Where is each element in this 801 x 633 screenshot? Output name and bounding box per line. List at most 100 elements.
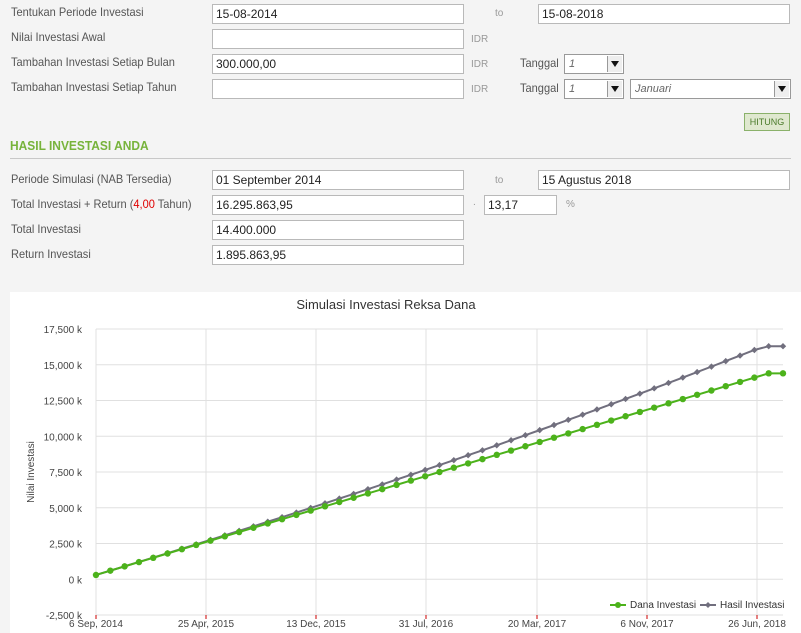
total-return-field: 16.295.863,95 — [212, 195, 464, 215]
data-point-dana — [765, 370, 772, 377]
data-point-hasil — [665, 379, 672, 387]
x-tick-label: 6 Nov, 2017 — [620, 619, 674, 630]
data-point-dana — [235, 528, 243, 536]
tahun-tanggal-select[interactable]: 1 — [564, 79, 624, 99]
data-point-dana — [293, 511, 300, 519]
x-tick-label: 13 Dec, 2015 — [286, 619, 346, 630]
data-point-hasil — [736, 352, 744, 359]
data-point-dana — [693, 391, 701, 398]
data-point-hasil — [679, 374, 687, 381]
hitung-button[interactable]: HITUNG — [744, 113, 790, 131]
simulasi-end-field: 15 Agustus 2018 — [538, 170, 790, 190]
data-point-dana — [464, 460, 472, 467]
data-point-hasil — [550, 421, 558, 429]
data-point-hasil — [350, 490, 357, 498]
data-point-hasil — [536, 426, 543, 434]
bulan-input[interactable]: 300.000,00 — [212, 54, 464, 74]
y-axis-title: Nilai Investasi — [26, 441, 37, 503]
data-point-dana — [622, 413, 629, 420]
data-point-dana — [593, 421, 601, 429]
tahun-label: Tambahan Investasi Setiap Tahun — [11, 80, 177, 94]
data-point-hasil — [479, 447, 486, 454]
bulan-tanggal-value: 1 — [569, 58, 576, 70]
pct-sign: % — [566, 199, 575, 210]
data-point-dana — [779, 370, 787, 377]
section-divider — [10, 158, 791, 159]
x-tick-label: 20 Mar, 2017 — [508, 619, 567, 630]
data-point-dana — [679, 395, 687, 403]
data-point-dana — [507, 447, 515, 454]
data-point-hasil — [636, 390, 644, 397]
data-point-hasil — [507, 437, 515, 444]
awal-input[interactable] — [212, 29, 464, 49]
data-point-dana — [636, 408, 644, 416]
data-point-hasil — [608, 401, 615, 408]
data-point-dana — [278, 515, 286, 523]
data-point-hasil — [708, 363, 715, 370]
total-return-label-b: Tahun) — [154, 197, 192, 211]
data-point-hasil — [421, 466, 429, 474]
total-return-label-a: Total Investasi + Return ( — [11, 197, 134, 211]
y-tick-label: 5,000 k — [49, 504, 83, 515]
periode-to-label: to — [495, 8, 504, 19]
y-tick-label: 17,500 k — [44, 325, 83, 336]
data-point-dana — [608, 417, 615, 424]
data-point-dana — [321, 503, 329, 510]
data-point-dana — [536, 438, 543, 446]
y-tick-label: -2,500 k — [46, 611, 83, 622]
data-point-dana — [565, 430, 572, 437]
data-point-dana — [493, 451, 500, 459]
data-point-dana — [121, 563, 128, 570]
data-point-hasil — [450, 456, 458, 464]
data-point-hasil — [779, 343, 787, 350]
periode-label: Tentukan Periode Investasi — [11, 5, 144, 19]
bulan-unit: IDR — [471, 59, 489, 70]
data-point-dana — [522, 443, 529, 450]
data-point-dana — [579, 425, 586, 433]
simulasi-to-label: to — [495, 175, 504, 186]
data-point-hasil — [436, 461, 443, 469]
data-point-dana — [650, 404, 658, 411]
x-tick-label: 25 Apr, 2015 — [178, 619, 235, 630]
data-point-dana — [207, 537, 214, 544]
data-point-dana — [150, 554, 157, 561]
return-field: 1.895.863,95 — [212, 245, 464, 265]
data-point-hasil — [493, 442, 500, 449]
total-label: Total Investasi — [11, 222, 81, 236]
tahun-bulan-select[interactable]: Januari — [630, 79, 791, 99]
bulan-tanggal-select[interactable]: 1 — [564, 54, 624, 74]
bulan-tanggal-label: Tanggal — [520, 56, 559, 70]
data-point-hasil — [593, 406, 601, 413]
data-point-dana — [479, 455, 486, 463]
tahun-input[interactable] — [212, 79, 464, 99]
data-point-hasil — [579, 411, 586, 418]
y-tick-label: 10,000 k — [44, 432, 83, 443]
data-point-dana — [350, 494, 357, 501]
hasil-title: HASIL INVESTASI ANDA — [10, 138, 149, 153]
data-point-dana — [107, 567, 114, 574]
data-point-hasil — [393, 476, 400, 483]
chart-title: Simulasi Investasi Reksa Dana — [296, 297, 476, 312]
chart-panel: Simulasi Investasi Reksa Dana -2,500 k 0 k… — [10, 292, 801, 633]
data-point-hasil — [407, 471, 415, 478]
y-tick-label: 15,000 k — [44, 361, 83, 372]
data-point-dana — [178, 546, 186, 553]
series-line-hasil — [95, 345, 783, 576]
return-label: Return Investasi — [11, 247, 91, 261]
data-point-dana — [307, 507, 314, 514]
separator-dot: . — [473, 197, 476, 208]
data-point-dana — [264, 520, 271, 527]
y-tick-label: 2,500 k — [49, 540, 83, 551]
legend-label-hasil: Hasil Investasi — [720, 600, 784, 611]
legend-marker-dana — [615, 602, 621, 608]
y-tick-label: 7,500 k — [49, 468, 83, 479]
data-point-dana — [421, 473, 429, 480]
periode-end-input[interactable]: 15-08-2018 — [538, 4, 790, 24]
data-point-dana — [708, 387, 715, 394]
x-tick-label: 6 Sep, 2014 — [69, 619, 123, 630]
data-point-hasil — [565, 416, 572, 424]
data-point-dana — [192, 541, 200, 549]
periode-start-input[interactable]: 15-08-2014 — [212, 4, 464, 24]
data-point-dana — [436, 468, 443, 476]
tahun-bulan-value: Januari — [635, 83, 672, 95]
